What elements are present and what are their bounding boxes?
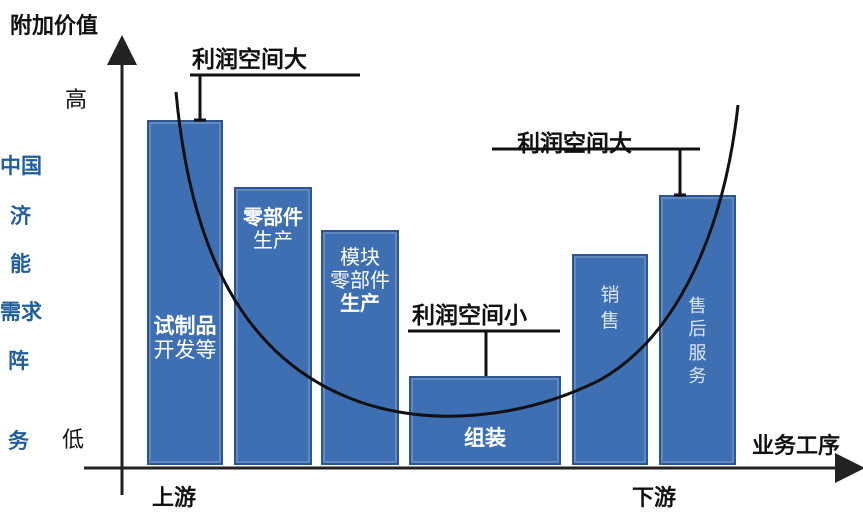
bar-prototype-dev [147,120,223,465]
bar-label-line: 生产 [340,291,380,315]
bar-label-line: 售 [688,296,707,317]
side-text-5: 阵 [8,349,29,373]
side-text-1: 中国 [0,154,42,178]
profit-right-label: 利润空间大 [517,131,632,157]
bar-label-line: 试制品 [153,314,217,338]
bar-component-production [234,187,312,465]
bar-assembly [409,376,561,465]
bar-after-sales [659,195,736,465]
y-high-label: 高 [65,88,88,113]
bar-label-after-sales: 售 后 服 务 [659,295,736,389]
bar-label-component: 零部件 生产 [234,206,312,252]
bar-label-module: 模块 零部件 生产 [321,246,399,315]
bar-label-line: 务 [688,366,707,388]
bar-label-line: 模块 [340,245,380,269]
bar-label-line: 服 [688,342,707,364]
bar-label-line: 开发等 [153,338,217,363]
x-axis-label: 业务工序 [752,434,841,459]
bar-label-assembly: 组装 [409,426,561,450]
y-axis-label: 附加价值 [10,14,99,39]
side-text-6: 务 [8,429,29,453]
side-text-2: 济 [10,204,31,228]
bar-module-component-production [321,230,399,465]
bar-label-line: 组装 [464,426,506,450]
smile-curve [174,91,740,418]
profit-left-label: 利润空间大 [192,47,307,73]
bar-label-line: 后 [688,319,707,341]
bar-label-prototype: 试制品 开发等 [147,314,223,362]
bar-label-line: 售 [600,309,620,332]
bar-label-line: 零部件 [330,268,390,292]
side-text-4: 需求 [0,300,42,324]
y-low-label: 低 [62,428,85,453]
profit-mid-label: 利润空间小 [412,303,527,329]
downstream-label: 下游 [632,486,677,511]
bar-label-line: 零部件 [243,205,303,229]
upstream-label: 上游 [152,486,197,511]
bar-label-sales: 销 售 [572,283,648,334]
bar-sales [572,254,648,465]
side-text-3: 能 [10,252,31,276]
bar-label-line: 销 [600,284,620,306]
bar-label-line: 生产 [253,228,293,252]
